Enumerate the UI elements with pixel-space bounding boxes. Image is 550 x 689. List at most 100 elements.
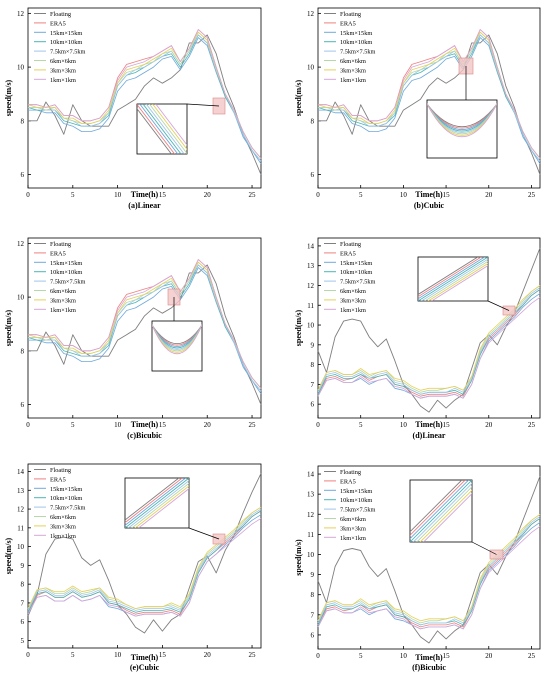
zoom-series-line <box>155 104 187 146</box>
zoom-series-line <box>125 478 186 526</box>
caption-f: (f)Bicubic <box>412 663 446 672</box>
zoom-connector <box>487 300 510 311</box>
chart-panel: 0 5 10 15 20 25567891011121314Time(h)speed(m/… <box>4 463 262 672</box>
y-tick-label: 12 <box>17 10 25 18</box>
x-tick-label: 5 <box>71 421 75 429</box>
caption-d: (d)Linear <box>413 431 446 440</box>
zoom-series-line <box>416 486 472 542</box>
y-axis-label: speed(m/s) <box>4 537 13 574</box>
zoom-connector <box>188 527 220 540</box>
x-tick-label: 5 <box>71 191 75 199</box>
y-tick-label: 6 <box>21 618 25 626</box>
legend-entry: 10km×10km <box>50 39 82 46</box>
zoom-series-line <box>152 104 187 151</box>
x-tick-label: 20 <box>485 191 493 199</box>
plot-frame <box>27 463 262 649</box>
series-line <box>28 259 262 389</box>
y-tick-label: 11 <box>307 302 314 310</box>
x-tick-label: 5 <box>71 651 75 659</box>
legend-entry: 15km×15km <box>50 486 82 493</box>
y-tick-label: 10 <box>17 543 25 551</box>
legend-entry: ERA5 <box>340 250 356 257</box>
zoom-lines <box>125 478 189 528</box>
y-tick-label: 8 <box>21 581 25 589</box>
legend-entry: ERA5 <box>50 476 66 483</box>
zoom-series-line <box>421 258 488 301</box>
zoom-series-line <box>145 104 185 154</box>
x-tick-label: 25 <box>528 191 536 199</box>
plot-frame <box>317 237 541 419</box>
legend-entry: 3km×3km <box>340 67 366 74</box>
x-tick-label: 25 <box>249 421 257 429</box>
chart-panel: 0 5 10 15 20 25 6 8 10 12 Time(h) speed(m/s) (a)Line… <box>4 7 262 210</box>
legend-entry: ERA5 <box>340 20 356 27</box>
y-tick-label: 13 <box>307 491 315 499</box>
y-tick-label: 6 <box>21 401 25 409</box>
zoom-series-line <box>139 104 179 154</box>
x-tick-label: 25 <box>249 191 257 199</box>
zoom-lines <box>410 480 472 542</box>
zoom-series-line <box>138 488 189 528</box>
y-tick-label: 11 <box>307 531 314 539</box>
legend-entry: 10km×10km <box>340 269 372 276</box>
x-axis-label: Time(h) <box>415 653 443 662</box>
caption-a: (a)Linear <box>128 201 161 210</box>
x-axis-label: Time(h) <box>415 420 443 429</box>
y-tick-label: 7 <box>21 599 25 607</box>
y-tick-label: 10 <box>307 64 315 72</box>
y-tick-label: 12 <box>17 506 25 514</box>
legend-entry: Floating <box>50 11 72 18</box>
y-tick-label: 6 <box>21 171 25 179</box>
x-tick-label: 0 <box>26 191 30 199</box>
zoom-lines <box>152 324 202 354</box>
legend: Floating ERA5 15km×15km 10km×10km 7.5km×7.5k… <box>324 11 375 84</box>
zoom-series-line <box>125 478 183 524</box>
y-tick-label: 8 <box>21 347 25 355</box>
legend-entry: Floating <box>340 11 362 18</box>
zoom-series-line <box>424 260 488 301</box>
legend-entry: 3km×3km <box>50 67 76 74</box>
zoom-inset-frame <box>151 320 203 372</box>
zoom-inset <box>136 103 188 155</box>
y-tick-label: 13 <box>307 262 315 270</box>
zoom-series-line <box>410 480 472 542</box>
x-tick-label: 10 <box>114 421 122 429</box>
y-tick-label: 8 <box>21 117 25 125</box>
legend-entry: 15km×15km <box>340 488 372 495</box>
legend-entry: 15km×15km <box>340 260 372 267</box>
x-tick-label: 25 <box>528 652 536 660</box>
legend-entry: 6km×6km <box>340 58 366 65</box>
y-tick-label: 8 <box>311 361 315 369</box>
zoom-series-line <box>427 103 497 138</box>
series-line <box>28 267 262 395</box>
x-axis-label: Time(h) <box>131 190 159 199</box>
zoom-series-line <box>419 489 472 542</box>
series-line <box>317 285 541 391</box>
legend-entry: 15km×15km <box>340 30 372 37</box>
legend-entry: 15km×15km <box>50 30 82 37</box>
series-line <box>317 247 541 413</box>
x-tick-label: 25 <box>249 651 257 659</box>
legend-entry: ERA5 <box>340 478 356 485</box>
series-line <box>28 29 262 159</box>
legend-entry: 3km×3km <box>50 297 76 304</box>
legend: Floating ERA5 15km×15km 10km×10km 7.5km×7.5k… <box>324 241 375 314</box>
x-tick-label: 20 <box>204 421 212 429</box>
legend-entry: 1km×1km <box>340 77 366 84</box>
zoom-series-line <box>418 257 488 301</box>
y-tick-label: 8 <box>311 117 315 125</box>
legend-entry: Floating <box>50 241 72 248</box>
x-tick-label: 0 <box>26 651 30 659</box>
legend-entry: 7.5km×7.5km <box>50 505 85 512</box>
y-tick-label: 13 <box>17 487 25 495</box>
series-line <box>317 289 541 395</box>
plot-frame <box>27 7 262 189</box>
series-line <box>317 287 541 395</box>
legend-entry: Floating <box>340 469 362 476</box>
y-tick-label: 10 <box>17 64 25 72</box>
series-line <box>317 296 541 399</box>
zoom-series-line <box>137 104 175 154</box>
zoom-connector <box>186 103 220 107</box>
series-line <box>27 518 262 617</box>
x-tick-label: 15 <box>443 421 451 429</box>
